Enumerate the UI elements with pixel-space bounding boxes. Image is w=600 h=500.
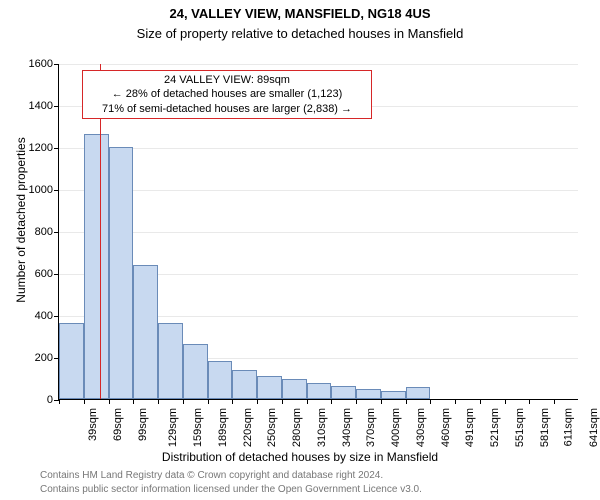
annotation-line-2: ← 28% of detached houses are smaller (1,… (87, 87, 367, 101)
histogram-bar (109, 147, 134, 399)
annotation-line-3: 71% of semi-detached houses are larger (… (87, 102, 367, 116)
gridline (59, 232, 578, 233)
histogram-bar (257, 376, 282, 399)
x-tick-label: 460sqm (434, 408, 452, 447)
chart-subtitle: Size of property relative to detached ho… (0, 26, 600, 41)
x-tick-mark (505, 399, 506, 404)
gridline (59, 190, 578, 191)
gridline (59, 64, 578, 65)
annotation-line-1: 24 VALLEY VIEW: 89sqm (87, 73, 367, 87)
histogram-bar (158, 323, 183, 399)
x-tick-mark (529, 399, 530, 404)
x-tick-mark (554, 399, 555, 404)
x-tick-label: 220sqm (236, 408, 254, 447)
x-tick-label: 400sqm (384, 408, 402, 447)
y-tick-label: 1200 (29, 142, 59, 154)
x-tick-label: 250sqm (260, 408, 278, 447)
x-tick-mark (455, 399, 456, 404)
histogram-bar (59, 323, 84, 399)
x-tick-label: 189sqm (211, 408, 229, 447)
x-tick-mark (59, 399, 60, 404)
gridline (59, 148, 578, 149)
y-tick-label: 800 (35, 226, 59, 238)
footer-line-2: Contains public sector information licen… (40, 484, 422, 495)
x-tick-label: 159sqm (186, 408, 204, 447)
x-tick-mark (331, 399, 332, 404)
y-axis-label: Number of detached properties (14, 70, 28, 370)
y-tick-label: 1000 (29, 184, 59, 196)
x-tick-label: 340sqm (335, 408, 353, 447)
x-tick-label: 129sqm (161, 408, 179, 447)
chart-title: 24, VALLEY VIEW, MANSFIELD, NG18 4US (0, 6, 600, 21)
x-tick-label: 551sqm (508, 408, 526, 447)
x-tick-mark (282, 399, 283, 404)
y-tick-label: 400 (35, 310, 59, 322)
histogram-bar (84, 134, 109, 399)
histogram-bar (356, 389, 381, 400)
histogram-bar (381, 391, 406, 399)
histogram-bar (307, 383, 332, 399)
annotation-box: 24 VALLEY VIEW: 89sqm ← 28% of detached … (82, 70, 372, 119)
histogram-bar (208, 361, 233, 399)
x-tick-mark (430, 399, 431, 404)
x-tick-mark (381, 399, 382, 404)
x-tick-label: 280sqm (285, 408, 303, 447)
x-tick-mark (257, 399, 258, 404)
y-tick-label: 1400 (29, 100, 59, 112)
y-tick-label: 0 (47, 394, 59, 406)
x-axis-label: Distribution of detached houses by size … (0, 450, 600, 464)
x-tick-mark (480, 399, 481, 404)
x-tick-label: 521sqm (483, 408, 501, 447)
y-tick-label: 1600 (29, 58, 59, 70)
histogram-bar (331, 386, 356, 399)
x-tick-label: 581sqm (533, 408, 551, 447)
x-tick-label: 430sqm (409, 408, 427, 447)
x-tick-mark (208, 399, 209, 404)
histogram-bar (133, 265, 158, 399)
x-tick-mark (406, 399, 407, 404)
x-tick-label: 310sqm (310, 408, 328, 447)
histogram-bar (406, 387, 431, 399)
histogram-bar (282, 379, 307, 399)
y-tick-label: 200 (35, 352, 59, 364)
x-tick-label: 370sqm (360, 408, 378, 447)
x-tick-mark (183, 399, 184, 404)
x-tick-label: 641sqm (582, 408, 600, 447)
x-tick-mark (158, 399, 159, 404)
x-tick-label: 99sqm (131, 408, 149, 441)
x-tick-mark (84, 399, 85, 404)
x-tick-mark (356, 399, 357, 404)
x-tick-label: 491sqm (459, 408, 477, 447)
histogram-bar (183, 344, 208, 399)
x-tick-mark (307, 399, 308, 404)
x-tick-mark (133, 399, 134, 404)
x-tick-label: 611sqm (557, 408, 575, 446)
x-tick-mark (109, 399, 110, 404)
x-tick-mark (232, 399, 233, 404)
y-tick-label: 600 (35, 268, 59, 280)
footer-line-1: Contains HM Land Registry data © Crown c… (40, 470, 383, 481)
x-tick-label: 69sqm (106, 408, 124, 441)
histogram-bar (232, 370, 257, 399)
x-tick-label: 39sqm (81, 408, 99, 441)
